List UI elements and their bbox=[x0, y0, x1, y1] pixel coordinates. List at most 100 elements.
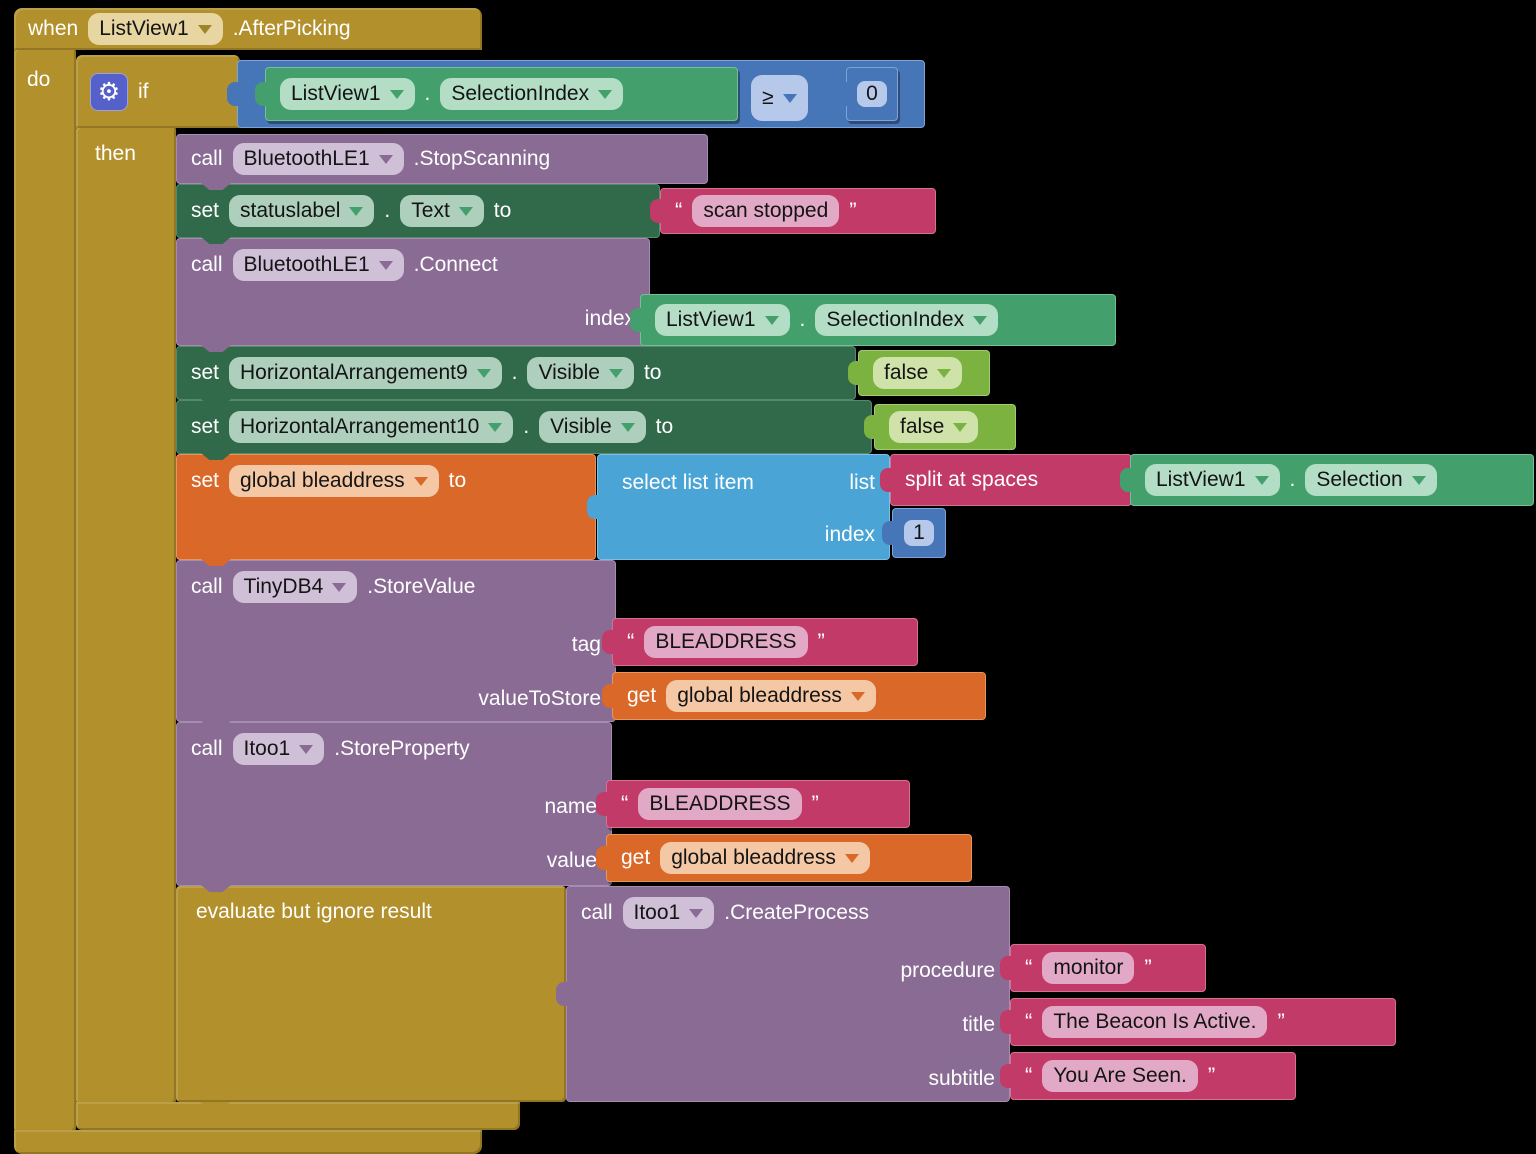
string-value-field[interactable]: You Are Seen. bbox=[1042, 1059, 1198, 1093]
call-component: TinyDB4 bbox=[243, 574, 324, 598]
get-variable-block[interactable]: get global bleaddress bbox=[612, 672, 986, 720]
variable-name: global bleaddress bbox=[671, 845, 836, 869]
getter-component-dropdown[interactable]: ListView1 bbox=[280, 77, 415, 111]
mutator-gear-icon[interactable]: ⚙ bbox=[90, 72, 128, 111]
getter-property-dropdown[interactable]: Selection bbox=[1305, 463, 1437, 497]
close-quote: ” bbox=[849, 198, 857, 223]
set-property-dropdown[interactable]: Visible bbox=[527, 356, 634, 390]
call-keyword: call bbox=[191, 253, 223, 276]
get-variable-block[interactable]: get global bleaddress bbox=[606, 834, 972, 882]
to-keyword: to bbox=[655, 415, 674, 438]
logic-false-block[interactable]: false bbox=[874, 404, 1016, 450]
logic-value: false bbox=[900, 414, 945, 438]
set-component-dropdown[interactable]: HorizontalArrangement10 bbox=[229, 410, 514, 444]
set-global-bleaddress-block[interactable]: set global bleaddress to bbox=[176, 454, 596, 560]
dropdown-arrow-icon bbox=[458, 206, 473, 216]
call-component-dropdown[interactable]: BluetoothLE1 bbox=[232, 248, 404, 282]
when-event-block-bottom[interactable] bbox=[14, 1130, 482, 1154]
dropdown-arrow-icon bbox=[197, 24, 212, 34]
text-string-block[interactable]: “ scan stopped ” bbox=[660, 188, 936, 234]
string-value-field[interactable]: The Beacon Is Active. bbox=[1042, 1005, 1268, 1039]
selectionindex-getter-block[interactable]: ListView1 . SelectionIndex bbox=[265, 67, 738, 121]
set-ha9-visible-block[interactable]: set HorizontalArrangement9 . Visible to bbox=[176, 346, 856, 400]
when-keyword: when bbox=[28, 17, 79, 40]
set-property: Text bbox=[411, 198, 450, 222]
set-keyword: set bbox=[191, 361, 220, 384]
text-string-block[interactable]: “ monitor ” bbox=[1010, 944, 1206, 992]
variable-dropdown[interactable]: global bleaddress bbox=[229, 464, 439, 498]
logic-false-block[interactable]: false bbox=[858, 350, 990, 396]
call-component-dropdown[interactable]: Itoo1 bbox=[232, 732, 325, 766]
variable-dropdown[interactable]: global bleaddress bbox=[666, 679, 876, 713]
when-component-dropdown[interactable]: ListView1 bbox=[88, 12, 223, 46]
set-statuslabel-text-block[interactable]: set statuslabel . Text to bbox=[176, 184, 660, 238]
logic-value-dropdown[interactable]: false bbox=[889, 410, 979, 444]
if-block-bottom[interactable] bbox=[76, 1102, 520, 1130]
dropdown-arrow-icon bbox=[973, 315, 988, 325]
call-method-name: .StoreProperty bbox=[334, 737, 470, 760]
number-block-zero[interactable]: 0 bbox=[846, 67, 898, 121]
call-createprocess-block[interactable]: call Itoo1 .CreateProcess procedure titl… bbox=[566, 886, 1010, 1102]
number-value[interactable]: 0 bbox=[857, 81, 887, 107]
select-list-item-label: select list item bbox=[622, 471, 754, 494]
set-property-dropdown[interactable]: Text bbox=[400, 194, 484, 228]
call-keyword: call bbox=[191, 575, 223, 598]
if-block-spine[interactable] bbox=[76, 126, 176, 1104]
call-component-dropdown[interactable]: Itoo1 bbox=[622, 896, 715, 930]
string-value-field[interactable]: BLEADDRESS bbox=[644, 625, 808, 659]
to-keyword: to bbox=[448, 469, 467, 492]
variable-dropdown[interactable]: global bleaddress bbox=[660, 841, 870, 875]
string-value-field[interactable]: monitor bbox=[1042, 951, 1135, 985]
call-component-dropdown[interactable]: BluetoothLE1 bbox=[232, 142, 404, 176]
set-component-dropdown[interactable]: HorizontalArrangement9 bbox=[229, 356, 502, 390]
logic-value-dropdown[interactable]: false bbox=[873, 356, 963, 390]
getter-component-dropdown[interactable]: ListView1 bbox=[655, 303, 790, 337]
compare-operator: ≥ bbox=[762, 85, 774, 109]
getter-property-dropdown[interactable]: SelectionIndex bbox=[440, 77, 624, 111]
call-method-name: .StoreValue bbox=[367, 575, 476, 598]
string-value-field[interactable]: BLEADDRESS bbox=[638, 787, 802, 821]
param-index-label: index bbox=[824, 523, 875, 546]
text-string-block[interactable]: “ You Are Seen. ” bbox=[1010, 1052, 1296, 1100]
compare-operator-dropdown[interactable]: ≥ bbox=[751, 75, 808, 121]
selectionindex-getter-block[interactable]: ListView1 . SelectionIndex bbox=[640, 294, 1116, 346]
open-quote: “ bbox=[675, 198, 683, 223]
call-keyword: call bbox=[191, 147, 223, 170]
call-component: Itoo1 bbox=[633, 900, 681, 924]
dropdown-arrow-icon bbox=[476, 368, 491, 378]
to-keyword: to bbox=[643, 361, 662, 384]
open-quote: “ bbox=[621, 791, 629, 816]
number-block-one[interactable]: 1 bbox=[892, 508, 946, 558]
set-property-dropdown[interactable]: Visible bbox=[539, 410, 646, 444]
selection-getter-block[interactable]: ListView1 . Selection bbox=[1130, 454, 1534, 506]
text-string-block[interactable]: “ The Beacon Is Active. ” bbox=[1010, 998, 1396, 1046]
call-storeproperty-block[interactable]: call Itoo1 .StoreProperty name value bbox=[176, 722, 612, 886]
string-value-field[interactable]: scan stopped bbox=[692, 194, 840, 228]
number-value[interactable]: 1 bbox=[904, 520, 934, 546]
evaluate-ignore-result-block[interactable]: evaluate but ignore result bbox=[176, 886, 566, 1102]
text-string-block[interactable]: “ BLEADDRESS ” bbox=[612, 618, 918, 666]
when-event-block-spine[interactable] bbox=[14, 48, 76, 1132]
call-stopscanning-block[interactable]: call BluetoothLE1 .StopScanning bbox=[176, 134, 708, 184]
dropdown-arrow-icon bbox=[850, 691, 865, 701]
if-block[interactable]: ⚙ if bbox=[76, 55, 240, 128]
call-storevalue-block[interactable]: call TinyDB4 .StoreValue tag valueToStor… bbox=[176, 560, 616, 722]
call-connect-block[interactable]: call BluetoothLE1 .Connect index bbox=[176, 238, 650, 346]
select-list-item-block[interactable]: select list item list index bbox=[597, 454, 890, 560]
getter-component-dropdown[interactable]: ListView1 bbox=[1145, 463, 1280, 497]
getter-property-dropdown[interactable]: SelectionIndex bbox=[815, 303, 999, 337]
set-ha10-visible-block[interactable]: set HorizontalArrangement10 . Visible to bbox=[176, 400, 872, 454]
dot-separator: . bbox=[511, 361, 518, 384]
call-component: BluetoothLE1 bbox=[243, 252, 370, 276]
split-at-spaces-block[interactable]: split at spaces bbox=[890, 454, 1132, 506]
call-component: Itoo1 bbox=[243, 736, 291, 760]
when-event-block[interactable]: when ListView1 .AfterPicking bbox=[14, 8, 482, 50]
set-component-dropdown[interactable]: statuslabel bbox=[229, 194, 375, 228]
param-subtitle-label: subtitle bbox=[928, 1067, 995, 1090]
do-label: do bbox=[27, 68, 51, 91]
param-value-label: value bbox=[546, 849, 597, 872]
call-component-dropdown[interactable]: TinyDB4 bbox=[232, 570, 358, 604]
dropdown-arrow-icon bbox=[332, 582, 347, 592]
text-string-block[interactable]: “ BLEADDRESS ” bbox=[606, 780, 910, 828]
